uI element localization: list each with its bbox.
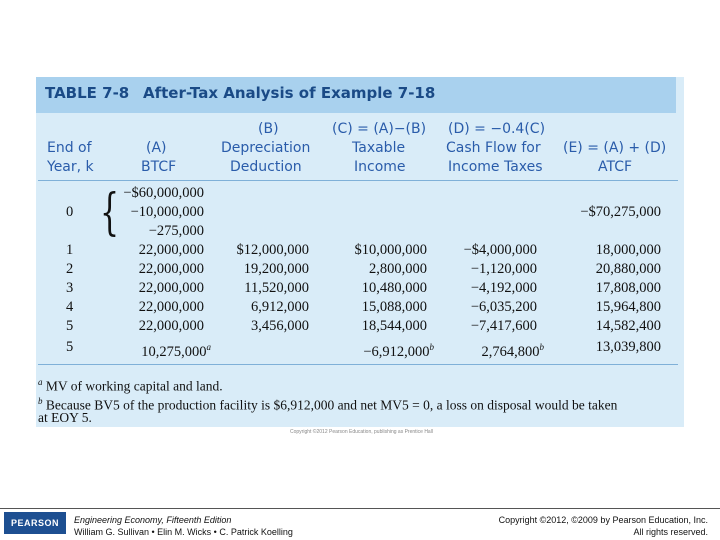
row5-year: 5 bbox=[66, 318, 74, 334]
footnote-b-line2: at EOY 5. bbox=[38, 410, 92, 425]
row3-atcf: 17,808,000 bbox=[595, 280, 661, 296]
header-taxable-bot: Income bbox=[354, 159, 406, 175]
row1-btcf: 22,000,000 bbox=[138, 242, 204, 258]
row5-taxes: −7,417,600 bbox=[470, 318, 537, 334]
row6-btcf: 10,275,000 bbox=[141, 343, 207, 360]
row2-year: 2 bbox=[66, 261, 74, 277]
row2-taxes: −1,120,000 bbox=[470, 261, 537, 277]
row4-btcf: 22,000,000 bbox=[138, 299, 204, 315]
row3-taxes: −4,192,000 bbox=[470, 280, 537, 296]
row5-taxable: 18,544,000 bbox=[361, 318, 427, 334]
row6-taxes: 2,764,800 bbox=[481, 343, 540, 360]
year0-btcf-1: −$60,000,000 bbox=[123, 185, 204, 201]
header-year-mid: End of bbox=[47, 140, 92, 156]
row3-dep: 11,520,000 bbox=[244, 280, 309, 296]
footnote-b: b Because BV5 of the production facility… bbox=[38, 393, 617, 414]
header-btcf-mid: (A) bbox=[146, 140, 167, 156]
row6-taxable-footnote-mark: b bbox=[429, 342, 435, 352]
footnote-a: a MV of working capital and land. bbox=[38, 374, 223, 395]
footnote-rule bbox=[38, 364, 678, 365]
year0-brace: { bbox=[100, 183, 120, 241]
table-title: After-Tax Analysis of Example 7-18 bbox=[143, 84, 436, 102]
row6-taxable-wrap: −6,912,000b bbox=[320, 339, 434, 360]
table-label: TABLE 7-8 bbox=[45, 84, 130, 102]
row2-taxable: 2,800,000 bbox=[369, 261, 427, 277]
row6-taxes-wrap: 2,764,800b bbox=[440, 339, 545, 360]
row2-btcf: 22,000,000 bbox=[138, 261, 204, 277]
footer-copyright-2: All rights reserved. bbox=[633, 527, 708, 537]
row5-btcf: 22,000,000 bbox=[138, 318, 204, 334]
header-taxes-top: (D) = −0.4(C) bbox=[448, 121, 546, 137]
footnote-b-marker: b bbox=[38, 396, 43, 406]
row4-taxes: −6,035,200 bbox=[470, 299, 537, 315]
header-taxes-bot: Income Taxes bbox=[448, 159, 543, 175]
footer-divider bbox=[0, 508, 720, 509]
table-title-bar bbox=[36, 77, 676, 113]
row4-year: 4 bbox=[66, 299, 74, 315]
row3-taxable: 10,480,000 bbox=[361, 280, 427, 296]
header-dep-mid: Depreciation bbox=[221, 140, 311, 156]
footer-authors: William G. Sullivan • Elin M. Wicks • C.… bbox=[74, 527, 293, 537]
year0-atcf: −$70,275,000 bbox=[580, 204, 661, 220]
row1-year: 1 bbox=[66, 242, 74, 258]
header-taxable-top: (C) = (A)−(B) bbox=[332, 121, 427, 137]
row2-dep: 19,200,000 bbox=[243, 261, 309, 277]
header-taxable-mid: Taxable bbox=[352, 140, 406, 156]
year0-btcf-2: −10,000,000 bbox=[130, 204, 204, 220]
row6-btcf-wrap: 10,275,000a bbox=[100, 339, 211, 360]
row4-taxable: 15,088,000 bbox=[361, 299, 427, 315]
footnote-a-marker: a bbox=[38, 377, 43, 387]
row1-dep: $12,000,000 bbox=[236, 242, 310, 258]
year0-year: 0 bbox=[66, 204, 74, 220]
row4-dep: 6,912,000 bbox=[251, 299, 309, 315]
footer-book-title: Engineering Economy, Fifteenth Edition bbox=[74, 515, 232, 525]
table-copyright: Copyright ©2012 Pearson Education, publi… bbox=[290, 429, 433, 435]
footnote-b-text: Because BV5 of the production facility i… bbox=[45, 397, 618, 413]
row5-dep: 3,456,000 bbox=[251, 318, 309, 334]
year0-btcf-3: −275,000 bbox=[148, 223, 204, 239]
row6-taxable: −6,912,000 bbox=[363, 343, 430, 360]
header-rule bbox=[38, 180, 678, 181]
header-dep-top: (B) bbox=[258, 121, 279, 137]
row6-atcf: 13,039,800 bbox=[595, 339, 661, 355]
header-dep-bot: Deduction bbox=[230, 159, 302, 175]
row4-atcf: 15,964,800 bbox=[595, 299, 661, 315]
header-atcf-mid: (E) = (A) + (D) bbox=[563, 140, 667, 156]
row1-taxes: −$4,000,000 bbox=[463, 242, 537, 258]
header-atcf-bot: ATCF bbox=[598, 159, 633, 175]
pearson-logo: PEARSON bbox=[4, 512, 66, 534]
row6-year: 5 bbox=[66, 339, 74, 355]
row6-btcf-footnote-mark: a bbox=[206, 342, 212, 352]
row5-atcf: 14,582,400 bbox=[595, 318, 661, 334]
table-panel bbox=[36, 77, 684, 427]
row1-taxable: $10,000,000 bbox=[354, 242, 428, 258]
footer-copyright-1: Copyright ©2012, ©2009 by Pearson Educat… bbox=[498, 515, 708, 525]
header-taxes-mid: Cash Flow for bbox=[446, 140, 541, 156]
row1-atcf: 18,000,000 bbox=[595, 242, 661, 258]
row3-year: 3 bbox=[66, 280, 74, 296]
row6-taxes-footnote-mark: b bbox=[539, 342, 545, 352]
row3-btcf: 22,000,000 bbox=[138, 280, 204, 296]
row2-atcf: 20,880,000 bbox=[595, 261, 661, 277]
footnote-a-text: MV of working capital and land. bbox=[45, 378, 223, 394]
header-btcf-bot: BTCF bbox=[141, 159, 177, 175]
header-year-bot: Year, k bbox=[47, 159, 94, 175]
